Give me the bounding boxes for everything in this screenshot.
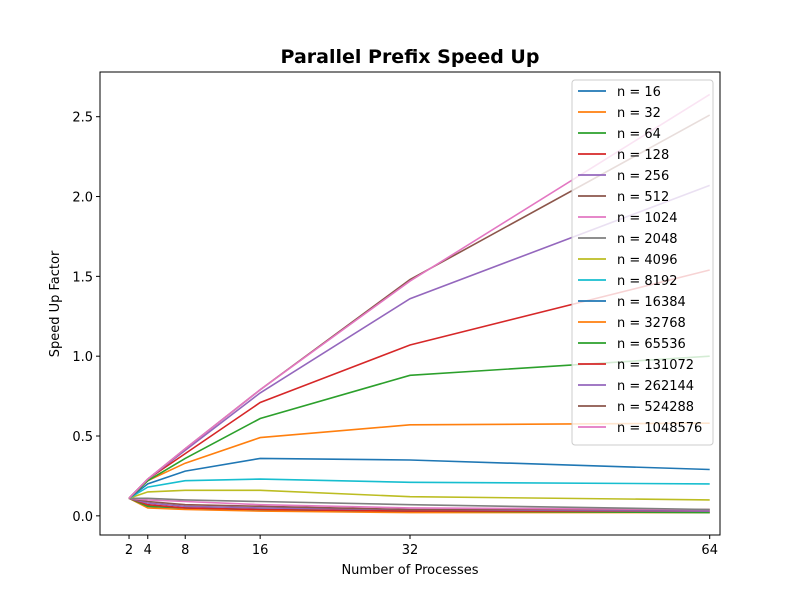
x-tick-label: 16: [252, 543, 269, 558]
x-axis-label: Number of Processes: [341, 563, 478, 578]
legend-label-2: n = 64: [617, 127, 661, 142]
series-line-5: [128, 497, 710, 511]
legend-label-8: n = 4096: [617, 253, 677, 268]
legend-label-15: n = 524288: [617, 400, 694, 415]
y-tick-label: 2.5: [72, 111, 93, 126]
legend-label-9: n = 8192: [617, 274, 677, 289]
x-tick-label: 8: [181, 543, 189, 558]
legend-label-5: n = 512: [617, 190, 669, 205]
series-layer: [128, 93, 711, 514]
x-tick-label: 4: [144, 543, 152, 558]
series-line-6: [128, 497, 710, 511]
y-tick-label: 1.0: [72, 350, 93, 365]
legend-label-10: n = 16384: [617, 295, 686, 310]
y-tick-label: 0.0: [72, 510, 93, 525]
legend-label-14: n = 262144: [617, 379, 694, 394]
axes-layer: 2 4 8 16 32 64 0.0 0.5 1.0 1.5 2.0 2.5: [72, 71, 721, 558]
series-line-9: [128, 478, 710, 499]
y-tick-label: 2.0: [72, 191, 93, 206]
legend-label-3: n = 128: [617, 148, 669, 163]
y-tick-label: 0.5: [72, 430, 93, 445]
legend-label-4: n = 256: [617, 169, 669, 184]
legend-label-7: n = 2048: [617, 232, 677, 247]
y-axis-label: Speed Up Factor: [48, 250, 63, 357]
legend: n = 16 n = 32 n = 64 n = 128 n = 256 n = 512 n…: [571, 79, 714, 446]
series-line-10: [128, 457, 710, 499]
legend-box: [571, 79, 714, 446]
series-line-1: [128, 497, 710, 514]
series-line-7: [129, 497, 710, 511]
legend-label-1: n = 32: [617, 106, 661, 121]
series-line-12: [128, 355, 710, 499]
y-tick-label: 1.5: [72, 270, 93, 285]
series-line-3: [128, 497, 710, 512]
x-tick-label: 32: [402, 543, 419, 558]
legend-label-0: n = 16: [617, 85, 661, 100]
legend-label-16: n = 1048576: [617, 421, 702, 436]
x-tick-label: 2: [125, 543, 133, 558]
legend-label-6: n = 1024: [617, 211, 677, 226]
legend-label-12: n = 65536: [617, 337, 686, 352]
series-line-16: [128, 93, 711, 499]
legend-label-11: n = 32768: [617, 316, 686, 331]
series-line-8: [128, 489, 710, 501]
chart-title: Parallel Prefix Speed Up: [281, 46, 540, 68]
legend-label-13: n = 131072: [617, 358, 694, 373]
x-tick-label: 64: [701, 543, 718, 558]
